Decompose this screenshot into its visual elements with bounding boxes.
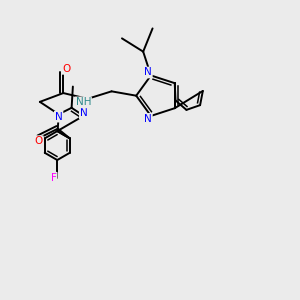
Text: N: N bbox=[55, 112, 62, 122]
Text: O: O bbox=[35, 136, 43, 146]
Text: F: F bbox=[51, 173, 57, 183]
Text: NH: NH bbox=[76, 97, 91, 107]
Text: N: N bbox=[144, 114, 152, 124]
Text: N: N bbox=[80, 108, 88, 118]
Text: O: O bbox=[62, 64, 70, 74]
Text: N: N bbox=[144, 68, 152, 77]
